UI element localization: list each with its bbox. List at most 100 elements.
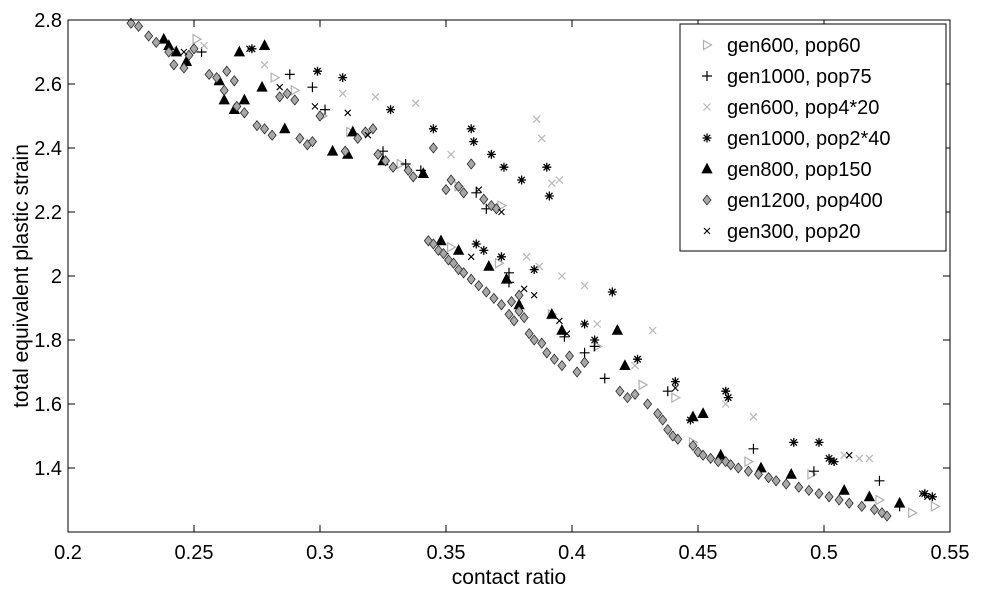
- data-point: [593, 320, 602, 328]
- data-point: [446, 241, 457, 253]
- legend-marker: [702, 71, 712, 81]
- data-point: [697, 407, 709, 419]
- data-point: [344, 109, 352, 117]
- data-point: [474, 279, 484, 292]
- data-point: [529, 265, 539, 275]
- data-point: [381, 155, 391, 167]
- data-point: [279, 122, 291, 134]
- data-point: [673, 433, 683, 445]
- data-point: [256, 80, 268, 92]
- data-point: [466, 273, 476, 285]
- data-point: [923, 493, 931, 501]
- data-point: [804, 484, 814, 497]
- data-point: [580, 356, 590, 369]
- data-point: [435, 234, 447, 246]
- data-point: [491, 203, 501, 215]
- data-point: [466, 158, 476, 170]
- data-point: [284, 69, 295, 80]
- data-point: [546, 308, 558, 319]
- data-point: [882, 510, 892, 522]
- data-point: [218, 93, 230, 105]
- data-point: [486, 149, 496, 159]
- data-point: [724, 394, 732, 401]
- legend-label: gen1000, pop75: [727, 66, 872, 88]
- data-point: [807, 468, 818, 480]
- data-point: [282, 87, 292, 100]
- data-point: [158, 32, 170, 44]
- data-point: [312, 66, 322, 76]
- data-point: [733, 462, 743, 474]
- data-point: [753, 468, 763, 481]
- data-point: [918, 490, 926, 497]
- data-point: [494, 257, 505, 269]
- legend-marker: [702, 194, 712, 206]
- data-point: [590, 335, 600, 345]
- data-point: [869, 503, 879, 516]
- data-point: [184, 49, 194, 61]
- legend-label: gen1000, pop2*40: [727, 128, 891, 150]
- data-point: [179, 62, 189, 74]
- data-point: [466, 124, 476, 134]
- data-point: [504, 308, 514, 321]
- x-axis: 0.2 0.25 0.3 0.35 0.4 0.45 0.5 0.55: [54, 20, 969, 564]
- data-point: [212, 71, 222, 84]
- data-point: [808, 466, 819, 477]
- x-tick-label: 0.35: [427, 542, 466, 564]
- data-point: [532, 115, 541, 124]
- data-point: [555, 176, 564, 184]
- data-point: [452, 244, 465, 255]
- data-point: [169, 59, 179, 71]
- data-point: [371, 92, 380, 101]
- data-point: [557, 359, 567, 372]
- legend: gen600, pop60 gen1000, pop75 gen600, pop4*…: [679, 23, 947, 252]
- data-point: [706, 452, 716, 465]
- data-point: [411, 99, 420, 108]
- data-point: [662, 386, 673, 397]
- data-point: [572, 366, 582, 378]
- data-point: [396, 158, 407, 170]
- data-point: [338, 89, 347, 98]
- data-point: [794, 481, 804, 493]
- data-point: [698, 449, 708, 461]
- data-point: [170, 45, 183, 57]
- data-point: [908, 507, 918, 519]
- y-tick-label: 2.4: [34, 138, 62, 160]
- data-point: [315, 110, 325, 122]
- legend-label: gen800, pop150: [727, 159, 872, 181]
- data-point: [580, 281, 589, 290]
- data-point: [479, 245, 489, 255]
- data-point: [744, 456, 755, 468]
- data-point: [229, 75, 239, 87]
- data-point: [239, 107, 249, 119]
- data-point: [400, 159, 411, 169]
- data-point: [824, 491, 834, 503]
- data-point: [454, 180, 464, 193]
- legend-label: gen600, pop60: [727, 35, 860, 57]
- data-point: [338, 73, 348, 83]
- data-point: [504, 267, 514, 278]
- data-point: [829, 457, 839, 467]
- data-point: [671, 384, 679, 392]
- data-point: [663, 423, 673, 436]
- data-point: [151, 36, 161, 49]
- data-point: [388, 161, 398, 173]
- plot-marks: [126, 17, 941, 522]
- legend-box: [679, 23, 947, 252]
- series-2: [169, 41, 874, 463]
- legend-label: gen600, pop4*20: [727, 97, 879, 119]
- y-tick-label: 2.6: [34, 74, 62, 96]
- y-tick-label: 2: [51, 266, 62, 288]
- data-point: [267, 129, 277, 141]
- data-point: [364, 131, 372, 139]
- data-point: [743, 465, 753, 477]
- y-axis-label: total equivalent plastic strain: [10, 144, 33, 408]
- data-point: [340, 145, 350, 157]
- data-point: [529, 334, 539, 346]
- data-point: [537, 337, 547, 349]
- data-point: [547, 179, 556, 188]
- data-point: [749, 412, 758, 421]
- x-tick-label: 0.3: [306, 542, 334, 564]
- data-point: [845, 451, 853, 459]
- y-axis: 1.4 1.6 1.8 2 2.2 2.4 2.6 2.8: [34, 10, 950, 480]
- data-point: [347, 125, 359, 137]
